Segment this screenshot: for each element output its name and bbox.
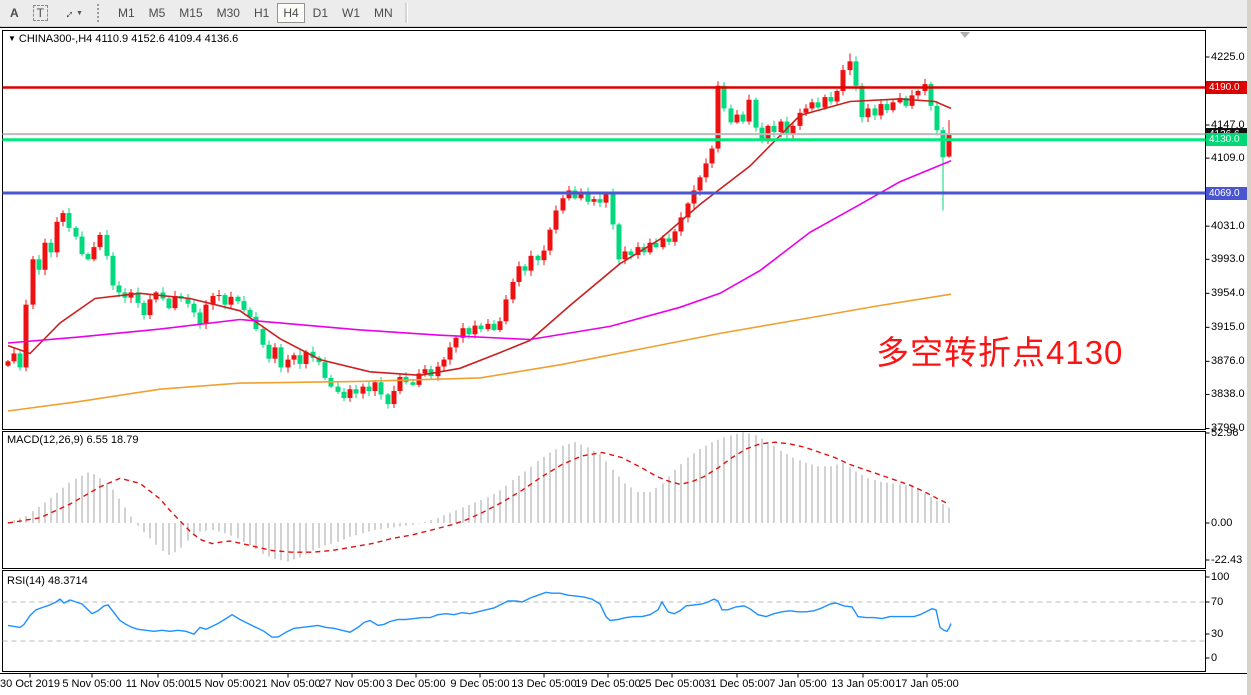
price-badge: 4069.0: [1206, 186, 1248, 200]
price-badge: 4190.0: [1206, 81, 1248, 95]
chart-title-text: CHINA300-,H4 4110.9 4152.6 4109.4 4136.6: [18, 33, 239, 45]
date-axis-label: 5 Nov 05:00: [62, 678, 122, 690]
timeframe-button-d1[interactable]: D1: [312, 6, 329, 20]
timeframe-button-h1[interactable]: H1: [253, 6, 270, 20]
chart-title: ▼ CHINA300-,H4 4110.9 4152.6 4109.4 4136.…: [8, 33, 238, 45]
price-axis-tick: 3993.0: [1211, 253, 1245, 266]
date-axis-label: 31 Dec 05:00: [704, 678, 770, 690]
date-axis-label: 15 Nov 05:00: [189, 678, 255, 690]
date-axis-label: 21 Nov 05:00: [255, 678, 321, 690]
ma-fast-red: [7, 98, 952, 377]
candlesticks: [5, 53, 952, 409]
toolbar-separator: [404, 3, 408, 23]
price-axis-tick: 3799.0: [1211, 422, 1245, 435]
timeframe-button-w1[interactable]: W1: [342, 6, 361, 20]
timeframe-button-m30[interactable]: M30: [216, 6, 240, 20]
cursor-tool-button[interactable]: ↔ ▼: [56, 3, 89, 23]
price-axis-tick: 3954.0: [1211, 287, 1245, 300]
rsi-axis-tick: 0: [1211, 652, 1218, 664]
price-axis-tick: 3838.0: [1211, 388, 1245, 401]
timeframe-button-h4[interactable]: H4: [277, 3, 305, 23]
chart-text-annotation: 多空转折点4130: [876, 334, 1124, 371]
price-axis-tick: 4225.0: [1211, 51, 1245, 63]
macd-axis-tick: -22.43: [1211, 554, 1243, 566]
date-axis-label: 19 Dec 05:00: [575, 678, 641, 690]
rsi-axis-tick: 70: [1211, 596, 1224, 608]
rsi-line: [7, 591, 952, 638]
ma-slow-orange: [7, 293, 952, 412]
date-axis-label: 27 Nov 05:00: [319, 678, 385, 690]
last-bar-marker-icon: [960, 32, 970, 38]
date-axis-label: 9 Dec 05:00: [450, 678, 510, 690]
macd-axis-tick: 0.00: [1211, 517, 1233, 529]
price-axis-tick: 4031.0: [1211, 220, 1245, 233]
dropdown-caret-icon: ▼: [76, 9, 83, 17]
date-axis-label: 13 Dec 05:00: [511, 678, 577, 690]
symbol-marker-icon: ▼: [8, 34, 16, 43]
date-axis-label: 3 Dec 05:00: [386, 678, 446, 690]
price-axis-tick: 3876.0: [1211, 355, 1245, 368]
timeframe-button-m5[interactable]: M5: [148, 6, 166, 20]
macd-histogram: [7, 432, 950, 562]
rsi-axis-tick: 100: [1211, 571, 1230, 583]
macd-axis-tick: 52.96: [1211, 427, 1239, 439]
toolbar-grip: [96, 4, 106, 22]
date-axis-label: 13 Jan 05:00: [831, 678, 895, 690]
date-axis-label: 7 Jan 05:00: [769, 678, 827, 690]
ma-mid-magenta: [7, 160, 952, 344]
macd-indicator-label: MACD(12,26,9) 6.55 18.79: [7, 434, 139, 446]
date-axis-label: 25 Dec 05:00: [639, 678, 705, 690]
text-tool-button[interactable]: T: [27, 3, 54, 23]
timeframe-button-mn[interactable]: MN: [374, 6, 393, 20]
date-axis-label: 11 Nov 05:00: [125, 678, 191, 690]
timeframe-button-m15[interactable]: M15: [179, 6, 203, 20]
timeframe-button-m1[interactable]: M1: [117, 6, 135, 20]
date-axis-label: 30 Oct 2019: [0, 678, 60, 690]
macd-signal-line: [7, 441, 950, 553]
price-badge: 4130.0: [1206, 133, 1248, 147]
rsi-indicator-label: RSI(14) 48.3714: [7, 575, 88, 587]
date-axis-label: 17 Jan 05:00: [895, 678, 959, 690]
toolbar: A T ↔ ▼ M1 M5 M15 M30 H1 H4 D1 W1 MN: [0, 0, 1251, 27]
price-axis-tick: 3915.0: [1211, 321, 1245, 334]
window-edge: [1247, 0, 1251, 695]
rsi-axis-tick: 30: [1211, 628, 1224, 640]
label-tool-button[interactable]: A: [10, 6, 19, 20]
price-axis-tick: 4109.0: [1211, 152, 1245, 165]
